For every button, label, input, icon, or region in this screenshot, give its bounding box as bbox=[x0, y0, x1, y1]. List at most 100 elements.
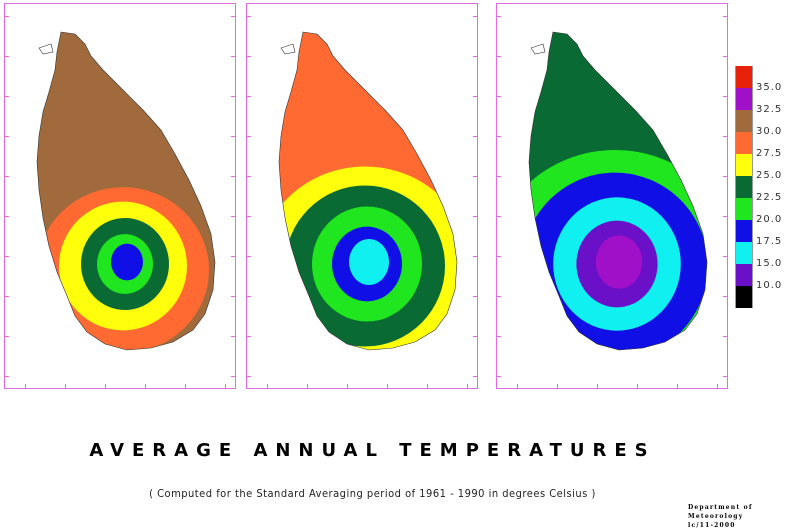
axis-tick bbox=[5, 56, 9, 57]
axis-tick bbox=[5, 296, 9, 297]
axis-tick bbox=[145, 384, 146, 388]
axis-tick bbox=[497, 296, 501, 297]
axis-tick bbox=[5, 216, 9, 217]
small-island bbox=[38, 43, 54, 55]
axis-tick bbox=[497, 16, 501, 17]
axis-tick bbox=[723, 256, 727, 257]
axis-tick bbox=[231, 296, 235, 297]
axis-tick bbox=[231, 56, 235, 57]
legend-labels: 35.0 32.5 30.0 27.5 25.0 22.5 20.0 17.5 15.0 10.0 bbox=[754, 66, 794, 308]
axis-tick bbox=[677, 384, 678, 388]
map-panel-1 bbox=[4, 3, 236, 389]
legend-label: 20.0 bbox=[756, 214, 783, 225]
map-minimum bbox=[528, 31, 708, 351]
axis-tick bbox=[5, 136, 9, 137]
axis-tick bbox=[5, 16, 9, 17]
axis-tick bbox=[467, 384, 468, 388]
axis-tick bbox=[497, 136, 501, 137]
axis-tick bbox=[247, 56, 251, 57]
axis-tick bbox=[723, 376, 727, 377]
axis-tick bbox=[723, 16, 727, 17]
axis-tick bbox=[347, 384, 348, 388]
axis-tick bbox=[231, 96, 235, 97]
legend-color-bar bbox=[735, 66, 753, 308]
legend-label: 10.0 bbox=[756, 280, 783, 291]
island-outline bbox=[528, 31, 708, 351]
legend-label: 17.5 bbox=[756, 236, 783, 247]
legend-label: 30.0 bbox=[756, 126, 783, 137]
map-maximum bbox=[36, 31, 216, 351]
axis-tick bbox=[105, 384, 106, 388]
legend-swatch bbox=[735, 132, 753, 154]
axis-tick bbox=[247, 296, 251, 297]
axis-tick bbox=[231, 216, 235, 217]
axis-tick bbox=[247, 376, 251, 377]
axis-tick bbox=[247, 176, 251, 177]
axis-tick bbox=[723, 56, 727, 57]
axis-tick bbox=[231, 176, 235, 177]
page-title: AVERAGE ANNUAL TEMPERATURES bbox=[89, 440, 656, 461]
axis-tick bbox=[5, 256, 9, 257]
axis-tick bbox=[597, 384, 598, 388]
contour-band bbox=[111, 243, 143, 281]
axis-tick bbox=[517, 384, 518, 388]
axis-tick bbox=[723, 136, 727, 137]
small-island bbox=[280, 43, 296, 55]
axis-tick bbox=[723, 96, 727, 97]
legend-swatch bbox=[735, 88, 753, 110]
axis-tick bbox=[387, 384, 388, 388]
axis-tick bbox=[473, 56, 477, 57]
axis-tick bbox=[723, 176, 727, 177]
axis-tick bbox=[473, 256, 477, 257]
legend-swatch bbox=[735, 176, 753, 198]
legend-label: 27.5 bbox=[756, 148, 783, 159]
contour-band bbox=[349, 239, 389, 285]
axis-tick bbox=[497, 376, 501, 377]
axis-tick bbox=[637, 384, 638, 388]
axis-tick bbox=[225, 384, 226, 388]
axis-tick bbox=[723, 296, 727, 297]
legend-swatch bbox=[735, 66, 753, 88]
axis-tick bbox=[185, 384, 186, 388]
legend-label: 32.5 bbox=[756, 104, 783, 115]
page-subtitle: ( Computed for the Standard Averaging pe… bbox=[149, 487, 596, 500]
legend-label: 25.0 bbox=[756, 170, 783, 181]
contour-band bbox=[595, 235, 643, 289]
axis-tick bbox=[723, 336, 727, 337]
axis-tick bbox=[307, 384, 308, 388]
axis-tick bbox=[231, 376, 235, 377]
axis-tick bbox=[473, 296, 477, 297]
axis-tick bbox=[247, 256, 251, 257]
axis-tick bbox=[497, 336, 501, 337]
axis-tick bbox=[267, 384, 268, 388]
axis-tick bbox=[427, 384, 428, 388]
axis-tick bbox=[231, 136, 235, 137]
legend-swatch bbox=[735, 286, 753, 308]
axis-tick bbox=[473, 176, 477, 177]
axis-tick bbox=[473, 336, 477, 337]
axis-tick bbox=[473, 376, 477, 377]
axis-tick bbox=[473, 96, 477, 97]
axis-tick bbox=[497, 216, 501, 217]
legend-label: 22.5 bbox=[756, 192, 783, 203]
axis-tick bbox=[5, 96, 9, 97]
axis-tick bbox=[247, 96, 251, 97]
axis-tick bbox=[231, 336, 235, 337]
axis-tick bbox=[65, 384, 66, 388]
axis-tick bbox=[247, 216, 251, 217]
axis-tick bbox=[247, 16, 251, 17]
axis-tick bbox=[497, 256, 501, 257]
legend-label: 15.0 bbox=[756, 258, 783, 269]
island-outline bbox=[278, 31, 458, 351]
axis-tick bbox=[473, 136, 477, 137]
axis-tick bbox=[497, 96, 501, 97]
axis-tick bbox=[5, 176, 9, 177]
axis-tick bbox=[497, 176, 501, 177]
legend-swatch bbox=[735, 198, 753, 220]
map-panel-3 bbox=[496, 3, 728, 389]
legend-swatch bbox=[735, 220, 753, 242]
legend-swatch bbox=[735, 264, 753, 286]
axis-tick bbox=[473, 216, 477, 217]
axis-tick bbox=[723, 216, 727, 217]
axis-tick bbox=[473, 16, 477, 17]
